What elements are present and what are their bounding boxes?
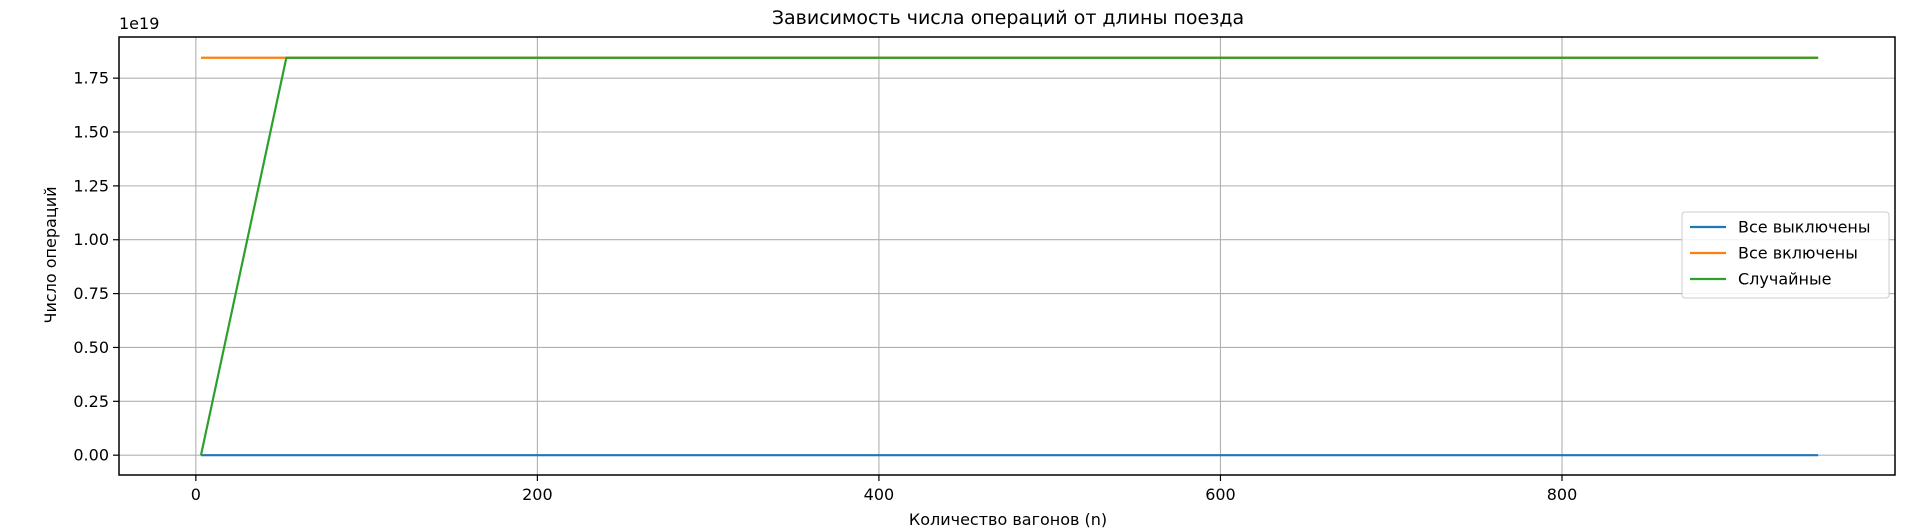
y-tick-label: 0.25 [73, 392, 109, 411]
x-tick-label: 200 [522, 485, 553, 504]
y-offset-text: 1e19 [119, 14, 159, 33]
y-tick-label: 1.50 [73, 123, 109, 142]
plot-frame [118, 36, 1896, 476]
y-tick-label: 0.75 [73, 284, 109, 303]
x-tick-label: 800 [1547, 485, 1578, 504]
y-tick-label: 0.50 [73, 338, 109, 357]
legend-box [1681, 211, 1890, 299]
x-tick-label: 600 [1205, 485, 1236, 504]
legend-label: Случайные [1738, 270, 1831, 289]
legend-label: Все включены [1738, 244, 1858, 263]
y-tick-label: 1.75 [73, 69, 109, 88]
x-tick-label: 400 [864, 485, 895, 504]
y-tick-label: 0.00 [73, 446, 109, 465]
axis-ticks: 0 200 400 600 800 0.00 0.25 0.50 0.75 1.00 1.25 1.5… [73, 69, 1577, 504]
chart-title: Зависимость числа операций от длины поез… [772, 7, 1244, 29]
y-axis-label: Число операций [41, 186, 60, 323]
series-line-3 [199, 56, 1819, 456]
legend-label: Все выключены [1738, 218, 1871, 237]
y-tick-label: 1.25 [73, 176, 109, 195]
x-axis-label: Количество вагонов (n) [909, 510, 1107, 529]
y-tick-label: 1.00 [73, 230, 109, 249]
x-tick-label: 0 [191, 485, 201, 504]
legend: Все выключены Все включены Случайные [1681, 211, 1890, 299]
series-lines [199, 56, 1819, 457]
